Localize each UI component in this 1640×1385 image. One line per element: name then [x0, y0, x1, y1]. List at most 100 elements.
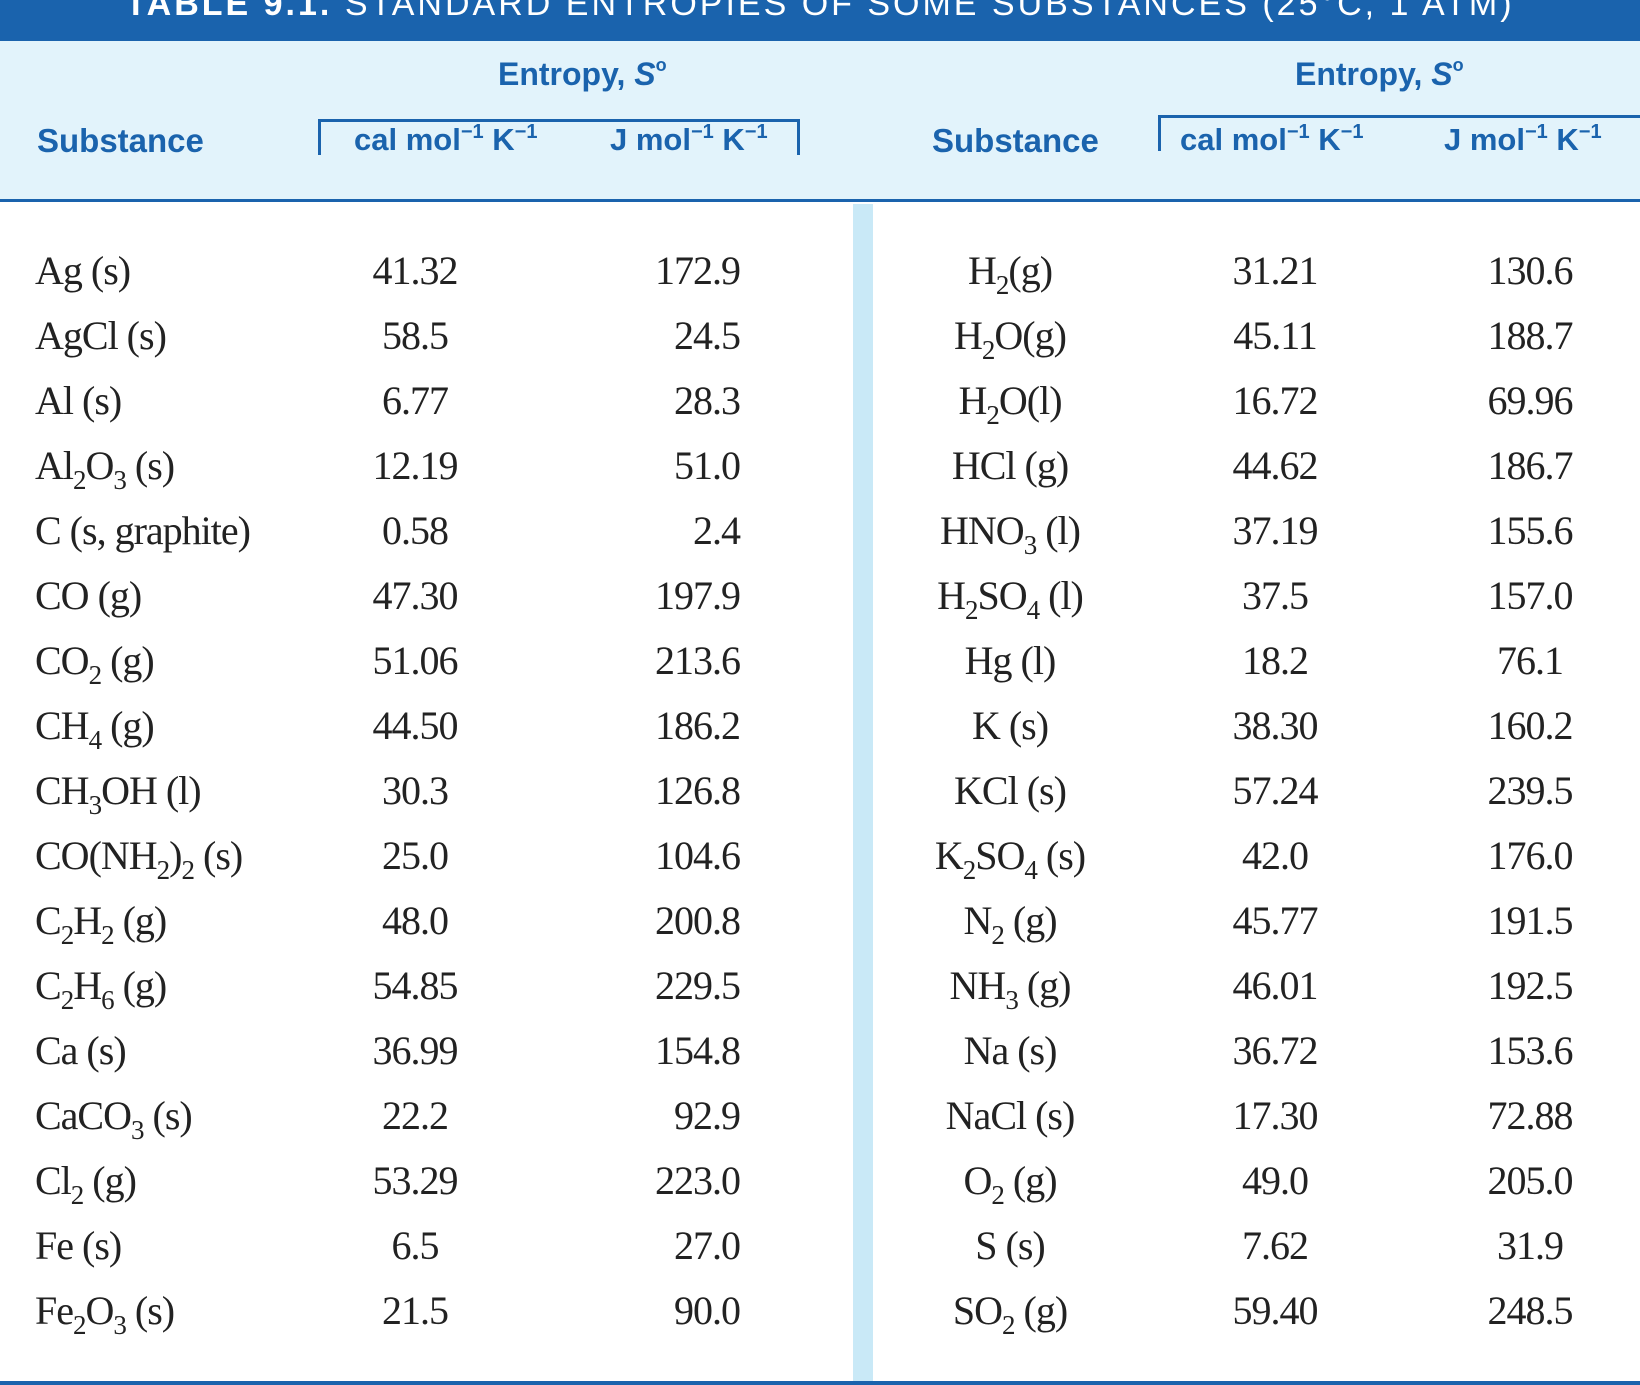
entropy-cal-cell-left: 48.0 [382, 898, 449, 943]
entropy-superscript: o [655, 55, 667, 75]
substance-cell-left: CO2 (g) [35, 628, 155, 693]
units-bracket-left [318, 119, 800, 155]
formula-text: CO [35, 638, 90, 683]
entropy-cal-cell-right: 18.2 [1242, 638, 1309, 683]
entropy-cal-cell-left: 54.85 [372, 963, 459, 1008]
formula-text: O [963, 1158, 992, 1203]
entropy-symbol: S [1431, 56, 1453, 92]
entropy-j-cell-left: 51.0 [674, 443, 741, 488]
formula-subscript: 3 [131, 1115, 144, 1145]
entropy-j-cell-right: 153.6 [1487, 1028, 1574, 1073]
entropy-j-cell-left: 197.9 [655, 573, 741, 618]
substance-cell-right: HNO3 (l) [880, 498, 1140, 563]
unit-k: K [713, 122, 745, 157]
substance-cell-left: C2H2 (g) [35, 888, 168, 953]
entropy-symbol: S [634, 56, 656, 92]
formula-text: AgCl (s) [35, 313, 167, 358]
entropy-j-cell-left: 92.9 [674, 1093, 741, 1138]
entropy-j-cell-right: 239.5 [1487, 768, 1574, 813]
formula-text: CH [35, 768, 90, 813]
unit-k: K [1309, 122, 1341, 157]
formula-text: H [937, 573, 966, 618]
substance-cell-left: C (s, graphite) [35, 498, 251, 563]
formula-subscript: 2 [181, 855, 195, 885]
formula-subscript: 2 [991, 1180, 1004, 1210]
table-row: Ag (s) 41.32 172.9 H2(g) 31.21 130.6 [0, 238, 1640, 303]
formula-text: Cl [35, 1158, 72, 1203]
formula-text: CH [35, 703, 90, 748]
entropy-cal-cell-left: 0.58 [382, 508, 449, 553]
table-row: CaCO3 (s) 22.2 92.9 NaCl (s) 17.30 72.88 [0, 1083, 1640, 1148]
formula-text: (g) [1003, 1158, 1058, 1203]
entropy-cal-cell-right: 42.0 [1242, 833, 1309, 878]
substance-cell-right: H2O(l) [880, 368, 1140, 433]
formula-text: Hg (l) [964, 638, 1057, 683]
formula-text: H [958, 378, 987, 423]
entropy-cal-cell-left: 6.5 [391, 1223, 440, 1268]
formula-text: (g) [101, 703, 155, 748]
formula-text: C [35, 963, 62, 1008]
table-title-text: STANDARD ENTROPIES OF SOME SUBSTANCES (2… [344, 0, 1515, 23]
entropy-cal-cell-right: 57.24 [1232, 768, 1319, 813]
substance-cell-left: AgCl (s) [35, 303, 167, 368]
table-row: C (s, graphite) 0.58 2.4 HNO3 (l) 37.19 155.6 [0, 498, 1640, 563]
entropy-j-cell-left: 223.0 [655, 1158, 741, 1203]
entropy-cal-cell-right: 46.01 [1232, 963, 1319, 1008]
formula-text: NaCl (s) [945, 1093, 1076, 1138]
entropy-j-cell-left: 229.5 [655, 963, 741, 1008]
table-row: Al (s) 6.77 28.3 H2O(l) 16.72 69.96 [0, 368, 1640, 433]
entropy-j-cell-left: 126.8 [655, 768, 741, 813]
formula-text: CO(NH [35, 833, 158, 878]
substance-cell-right: H2O(g) [880, 303, 1140, 368]
formula-subscript: 6 [101, 985, 114, 1015]
entropy-j-cell-left: 200.8 [655, 898, 741, 943]
table-row: Al2O3 (s) 12.19 51.0 HCl (g) 44.62 186.7 [0, 433, 1640, 498]
formula-text: SO [952, 1288, 1003, 1333]
formula-text: N [963, 898, 992, 943]
entropy-cal-cell-right: 37.19 [1232, 508, 1319, 553]
table-row: AgCl (s) 58.5 24.5 H2O(g) 45.11 188.7 [0, 303, 1640, 368]
substance-cell-right: S (s) [880, 1213, 1140, 1278]
formula-subscript: 2 [1002, 1310, 1015, 1340]
formula-subscript: 2 [60, 985, 74, 1015]
entropy-cal-cell-left: 41.32 [372, 248, 459, 293]
unit-exponent: −1 [514, 121, 538, 143]
formula-text: Ca (s) [35, 1028, 127, 1073]
unit-j-text: J mol [610, 122, 691, 157]
formula-text: (g) [113, 898, 168, 943]
formula-subscript: 2 [156, 855, 170, 885]
entropy-cal-cell-left: 36.99 [372, 1028, 459, 1073]
formula-text: SO [977, 573, 1027, 618]
formula-subscript: 3 [88, 790, 102, 820]
table-row: C2H2 (g) 48.0 200.8 N2 (g) 45.77 191.5 [0, 888, 1640, 953]
entropy-j-cell-right: 205.0 [1487, 1158, 1574, 1203]
entropy-cal-cell-left: 25.0 [382, 833, 449, 878]
formula-text: O [85, 443, 115, 488]
table-row: CH3OH (l) 30.3 126.8 KCl (s) 57.24 239.5 [0, 758, 1640, 823]
entropy-j-cell-right: 76.1 [1497, 638, 1564, 683]
table-header: Entropy, So Substance cal mol−1 K−1 J mo… [0, 41, 1640, 202]
table-row: Ca (s) 36.99 154.8 Na (s) 36.72 153.6 [0, 1018, 1640, 1083]
entropy-j-cell-left: 172.9 [655, 248, 741, 293]
substance-cell-right: K (s) [880, 693, 1140, 758]
formula-text: H [967, 248, 997, 293]
formula-text: Al (s) [35, 378, 122, 423]
formula-text: HCl (g) [951, 443, 1069, 488]
entropy-cal-cell-right: 49.0 [1242, 1158, 1309, 1203]
substance-cell-right: K2SO4 (s) [880, 823, 1140, 888]
substance-cell-left: CH4 (g) [35, 693, 155, 758]
formula-text: (g) [113, 963, 168, 1008]
entropy-label: Entropy, [498, 56, 635, 92]
entropy-j-cell-right: 191.5 [1487, 898, 1574, 943]
table-row: Fe2O3 (s) 21.5 90.0 SO2 (g) 59.40 248.5 [0, 1278, 1640, 1343]
formula-text: (s) [1036, 833, 1086, 878]
formula-subscript: 3 [113, 465, 126, 495]
formula-subscript: 2 [73, 465, 86, 495]
entropy-cal-cell-left: 44.50 [372, 703, 459, 748]
substance-cell-left: Fe2O3 (s) [35, 1278, 175, 1343]
entropy-cal-cell-right: 37.5 [1242, 573, 1309, 618]
substance-cell-right: KCl (s) [880, 758, 1140, 823]
formula-text: (g) [101, 638, 155, 683]
unit-exponent: −1 [460, 121, 484, 143]
formula-text: O(l) [998, 378, 1063, 423]
